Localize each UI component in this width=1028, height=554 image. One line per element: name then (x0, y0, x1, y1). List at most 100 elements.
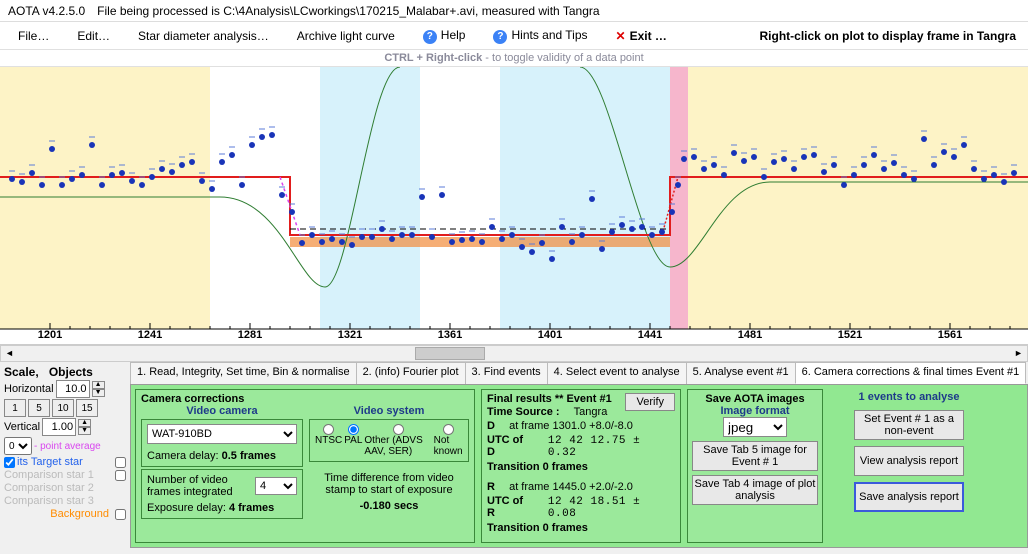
titlebar: AOTA v4.2.5.0 File being processed is C:… (0, 0, 1028, 22)
menubar: File… Edit… Star diameter analysis… Arch… (0, 22, 1028, 50)
target-label: its Target star (17, 456, 83, 468)
radio-notknown[interactable] (443, 424, 454, 435)
menu-file[interactable]: File… (4, 25, 63, 47)
svg-text:1281: 1281 (238, 329, 262, 341)
comp1-check[interactable] (115, 470, 126, 481)
tab-1[interactable]: 1. Read, Integrity, Set time, Bin & norm… (130, 362, 357, 384)
heading-objects: Objects (49, 365, 93, 379)
camera-delay-val: 0.5 frames (222, 450, 276, 462)
save-tab5-button[interactable]: Save Tab 5 image for Event # 1 (692, 441, 818, 471)
saveimg-title: Save AOTA images (705, 393, 804, 405)
utcd-val: 12 42 12.75 ± 0.32 (548, 435, 675, 459)
num-integrated-select[interactable]: 4 (255, 477, 297, 495)
hscale-buttons: 1 5 10 15 (4, 399, 126, 417)
trans-r: Transition 0 frames (487, 522, 588, 534)
camcorr-title: Camera corrections (141, 393, 469, 405)
right-buttons-group: 1 events to analyse Set Event # 1 as a n… (829, 389, 989, 543)
view-report-button[interactable]: View analysis report (854, 446, 964, 476)
exposure-delay-val: 4 frames (229, 502, 274, 514)
h-scrollbar[interactable]: ◄ ► (0, 345, 1028, 362)
tab-3[interactable]: 3. Find events (465, 362, 548, 384)
radio-pal[interactable] (348, 424, 359, 435)
menu-archive[interactable]: Archive light curve (283, 25, 409, 47)
scroll-thumb[interactable] (415, 347, 485, 360)
scroll-track[interactable] (18, 346, 1010, 361)
hintbar-key: CTRL + Right-click (384, 52, 482, 64)
tabstrip: 1. Read, Integrity, Set time, Bin & norm… (130, 362, 1028, 384)
target-check[interactable] (4, 457, 15, 468)
lower-panel: Scale, Objects Horizontal ▲▼ 1 5 10 15 V… (0, 362, 1028, 548)
hscale-5[interactable]: 5 (28, 399, 50, 417)
video-camera-label: Video camera (141, 405, 303, 417)
set-nonevent-button[interactable]: Set Event # 1 as a non-event (854, 410, 964, 440)
timesource-val: Tangra (574, 406, 608, 418)
menu-hints[interactable]: Hints and Tips (479, 24, 601, 48)
scroll-left-arrow[interactable]: ◄ (1, 346, 18, 361)
r-frame-line: at frame 1445.0 +2.0/-2.0 (509, 481, 633, 493)
point-avg-select[interactable]: 0 (4, 437, 32, 455)
hintbar-text: - to toggle validity of a data point (482, 52, 643, 64)
horizontal-input[interactable] (56, 380, 90, 398)
svg-text:1521: 1521 (838, 329, 862, 341)
video-system-radios: NTSC PAL Other (ADVS AAV, SER) Not known (315, 424, 463, 457)
utcr-val: 12 42 18.51 ± 0.08 (548, 496, 675, 520)
comp2-label: Comparison star 2 (4, 482, 94, 494)
image-format-select[interactable]: jpeg (723, 417, 787, 437)
num-integrated-label: Number of video frames integrated (147, 474, 251, 498)
plot-svg[interactable]: 1201124112811321136114011441148115211561 (0, 67, 1028, 341)
svg-text:1361: 1361 (438, 329, 462, 341)
comp1-label: Comparison star 1 (4, 469, 94, 481)
tab-4[interactable]: 4. Select event to analyse (547, 362, 687, 384)
camera-model-select[interactable]: WAT-910BD (147, 424, 297, 444)
time-diff-val: -0.180 secs (309, 500, 469, 512)
label-horizontal: Horizontal (4, 383, 54, 395)
hintbar: CTRL + Right-click - to toggle validity … (0, 50, 1028, 67)
app-title: AOTA v4.2.5.0 (8, 4, 85, 18)
horizontal-spinner[interactable]: ▲▼ (92, 381, 105, 397)
heading-scale: Scale, (4, 365, 39, 379)
hscale-10[interactable]: 10 (52, 399, 74, 417)
menu-exit[interactable]: Exit … (602, 25, 681, 47)
tab-5[interactable]: 5. Analyse event #1 (686, 362, 796, 384)
radio-other[interactable] (393, 424, 404, 435)
utcd-label: UTC of D (487, 434, 534, 458)
comp3-label: Comparison star 3 (4, 495, 94, 507)
tab-panel: Camera corrections Video camera WAT-910B… (130, 384, 1028, 548)
exposure-delay-label: Exposure delay: (147, 502, 226, 514)
camera-delay-label: Camera delay: (147, 450, 219, 462)
svg-text:1441: 1441 (638, 329, 662, 341)
target-check2[interactable] (115, 457, 126, 468)
hscale-1[interactable]: 1 (4, 399, 26, 417)
save-tab4-button[interactable]: Save Tab 4 image of plot analysis (692, 475, 818, 505)
rightclick-hint: Right-click on plot to display frame in … (760, 29, 1016, 43)
vertical-spinner[interactable]: ▲▼ (78, 419, 91, 435)
point-avg-label: - point average (34, 441, 101, 452)
finres-title: Final results ** Event #1 (487, 393, 625, 405)
save-images-group: Save AOTA images Image format jpeg Save … (687, 389, 823, 543)
hscale-15[interactable]: 15 (76, 399, 98, 417)
video-system-label: Video system (309, 405, 469, 417)
scroll-right-arrow[interactable]: ► (1010, 346, 1027, 361)
camera-corrections-group: Camera corrections Video camera WAT-910B… (135, 389, 475, 543)
radio-ntsc[interactable] (323, 424, 334, 435)
main-column: 1. Read, Integrity, Set time, Bin & norm… (130, 362, 1028, 548)
menu-edit[interactable]: Edit… (63, 25, 124, 47)
menu-help[interactable]: Help (409, 24, 480, 48)
timesource-label: Time Source : (487, 406, 560, 418)
svg-text:1401: 1401 (538, 329, 562, 341)
svg-text:1321: 1321 (338, 329, 362, 341)
verify-button[interactable]: Verify (625, 393, 675, 411)
trans-d: Transition 0 frames (487, 461, 588, 473)
vertical-input[interactable] (42, 418, 76, 436)
time-diff-label: Time difference from video stamp to star… (309, 472, 469, 496)
save-report-button[interactable]: Save analysis report (854, 482, 964, 512)
image-format-label: Image format (720, 405, 789, 417)
tab-2[interactable]: 2. (info) Fourier plot (356, 362, 466, 384)
plot-area[interactable]: 1201124112811321136114011441148115211561 (0, 67, 1028, 345)
tab-6[interactable]: 6. Camera corrections & final times Even… (795, 362, 1027, 384)
svg-text:1481: 1481 (738, 329, 762, 341)
background-check[interactable] (115, 509, 126, 520)
file-text: File being processed is C:\4Analysis\LCw… (97, 4, 599, 18)
menu-star-diameter[interactable]: Star diameter analysis… (124, 25, 283, 47)
d-frame-line: at frame 1301.0 +8.0/-8.0 (509, 420, 633, 432)
